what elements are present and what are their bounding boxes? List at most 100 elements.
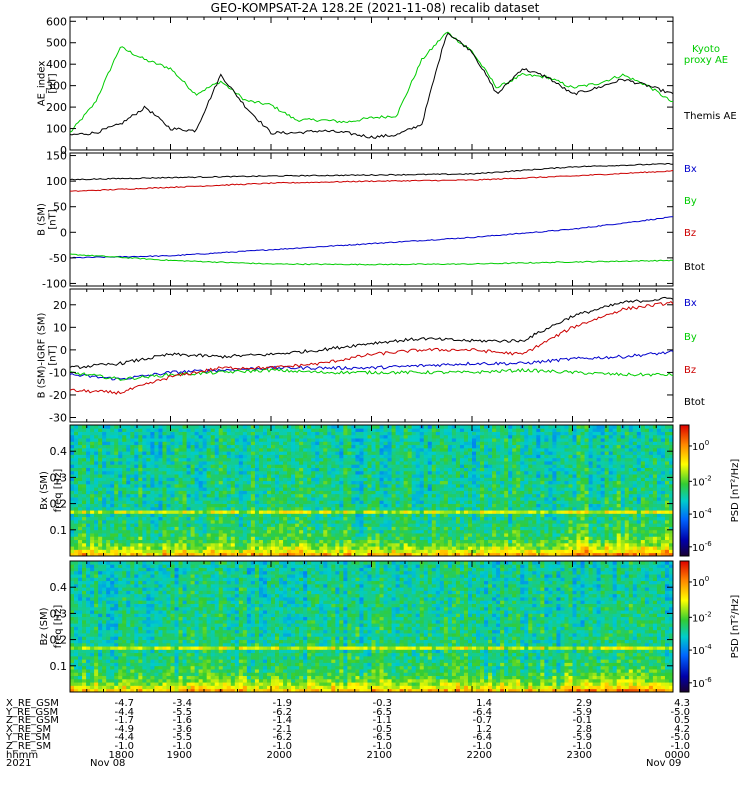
bx_psd-cell [524,477,529,482]
bx_psd-cell [367,533,372,537]
bx_psd-cell [86,444,91,449]
bx_psd-cell [275,438,280,442]
bx_psd-cell [178,497,183,501]
bx_psd-cell [415,454,421,459]
bx_psd-cell [520,519,525,524]
bx_psd-cell [524,526,529,531]
bx_psd-cell [351,513,356,518]
bx_psd-cell [375,438,380,442]
bx_psd-cell [174,483,179,488]
bx_psd-cell [110,493,115,498]
bx_psd-cell [351,438,356,442]
b_sm-legend-btot: Btot [684,262,705,273]
bx_psd-cell [411,477,417,482]
bx_psd-cell [484,474,489,478]
bx_psd-cell [214,431,220,436]
bx_psd-cell [395,480,401,485]
bx_psd-cell [262,434,268,439]
bx_psd-cell [343,457,348,462]
bx_psd-cell [130,529,135,534]
bx_psd-cell [118,510,123,514]
bx_psd-cell [170,431,175,436]
bx_psd-cell [375,497,380,501]
bx_psd-cell [488,438,493,442]
bx_psd-cell [158,516,163,521]
bx_psd-cell [391,490,397,495]
bx_psd-cell [375,477,380,482]
bx_psd-cell [162,516,167,521]
bx_psd-cell [170,533,175,537]
bx_psd-cell [70,506,75,511]
bx_psd-cell [98,503,103,508]
bx_psd-cell [118,490,123,495]
bx_psd-cell [70,526,75,531]
bx_psd-cell [198,431,204,436]
bx_psd-cell [443,425,449,429]
bx_psd-cell [275,487,280,491]
bx_psd-cell [226,497,232,501]
bx_psd-cell [459,533,465,537]
bx_psd-cell [399,493,405,498]
bx_psd-cell [279,431,284,436]
bx_psd-cell [303,539,308,544]
bx_psd-cell [86,500,91,504]
bx_psd-cell [355,464,360,468]
bx_psd-cell [254,447,260,452]
bx_psd-cell [174,552,179,557]
bx_psd-cell [423,519,429,524]
bx_psd-cell [488,428,493,432]
bx_psd-cell [234,487,240,491]
bx_psd-cell [504,529,509,534]
bx_psd-cell [476,454,481,459]
bx_psd-cell [287,516,292,521]
bx_psd-cell [403,431,409,436]
bx_psd-cell [275,549,280,554]
bx_psd-cell [154,444,159,449]
bx_psd-cell [254,467,260,472]
bx_psd-cell [258,513,264,518]
bx_psd-cell [343,529,348,534]
bx_psd-cell [106,438,111,442]
bx_psd-cell [335,480,340,485]
bx_psd-cell [134,493,139,498]
bx_psd-cell [480,490,485,495]
bx_psd-cell [214,523,220,527]
bx_psd-cell [451,438,457,442]
bx_psd-cell [182,497,187,501]
bx_psd-cell [307,546,312,550]
bx_psd-cell [496,523,501,527]
bx_psd-cell [367,523,372,527]
bx_psd-cell [492,500,497,504]
bx_psd-cell [206,474,212,478]
bx_psd-cell [524,457,529,462]
bx_psd-cell [508,461,513,465]
bx_psd-cell [299,506,304,511]
bx_psd-cell [122,467,127,472]
bx_psd-cell [411,487,417,491]
bx_psd-cell [508,467,513,472]
bx_psd-cell [431,467,437,472]
bx_psd-cell [246,546,252,550]
bx_psd-cell [126,546,131,550]
bx_psd-cell [391,447,397,452]
bx_psd-cell [174,467,179,472]
bx_psd-cell [480,447,485,452]
bx_psd-cell [467,506,473,511]
bx_psd-cell [238,470,244,475]
bx_psd-cell [459,529,465,534]
bx_psd-cell [335,523,340,527]
bx_psd-cell [234,533,240,537]
bx_psd-cell [391,467,397,472]
bx_psd-cell [186,500,191,504]
bx_psd-cell [484,526,489,531]
bx_psd-cell [142,451,147,455]
bx_psd-cell [82,490,87,495]
bx_psd-cell [122,457,127,462]
bx_psd-cell [435,539,441,544]
bx_psd-cell [347,480,352,485]
bx_psd-cell [98,526,103,531]
bx_psd-cell [488,487,493,491]
bx_psd-cell [472,447,477,452]
bx_psd-cell [463,549,469,554]
bx_psd-cell [82,519,87,524]
